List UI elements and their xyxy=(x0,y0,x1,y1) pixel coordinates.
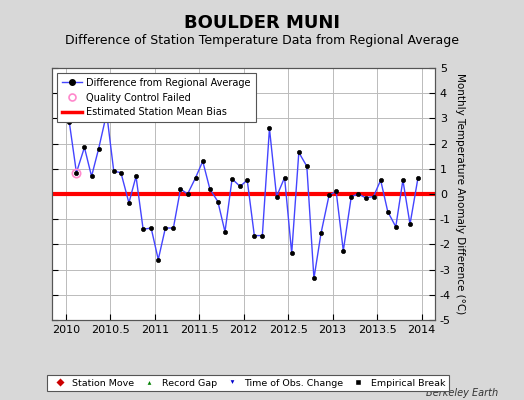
Difference from Regional Average xyxy=(200,159,206,164)
Difference from Regional Average xyxy=(311,276,317,281)
Difference from Regional Average xyxy=(104,111,110,116)
Legend: Station Move, Record Gap, Time of Obs. Change, Empirical Break: Station Move, Record Gap, Time of Obs. C… xyxy=(47,375,449,391)
Difference from Regional Average xyxy=(237,184,243,189)
Difference from Regional Average xyxy=(95,146,102,151)
Difference from Regional Average xyxy=(222,230,228,234)
Difference from Regional Average xyxy=(177,186,183,191)
Difference from Regional Average xyxy=(89,174,95,179)
Difference from Regional Average xyxy=(229,176,235,181)
Difference from Regional Average xyxy=(370,194,377,199)
Difference from Regional Average xyxy=(415,175,421,180)
Difference from Regional Average xyxy=(244,178,250,182)
Difference from Regional Average xyxy=(407,222,413,227)
Text: Difference of Station Temperature Data from Regional Average: Difference of Station Temperature Data f… xyxy=(65,34,459,47)
Difference from Regional Average xyxy=(251,233,257,238)
Difference from Regional Average xyxy=(377,178,384,182)
Difference from Regional Average xyxy=(333,189,340,194)
Difference from Regional Average xyxy=(392,224,399,229)
Difference from Regional Average xyxy=(148,226,154,230)
Difference from Regional Average xyxy=(170,226,177,230)
Difference from Regional Average xyxy=(318,231,324,236)
Difference from Regional Average xyxy=(304,164,310,169)
Difference from Regional Average xyxy=(206,186,213,191)
Difference from Regional Average xyxy=(133,174,139,179)
Difference from Regional Average xyxy=(162,226,169,230)
Difference from Regional Average xyxy=(274,194,280,199)
Difference from Regional Average xyxy=(326,193,332,198)
Difference from Regional Average xyxy=(348,194,354,199)
Difference from Regional Average xyxy=(400,178,406,182)
Difference from Regional Average xyxy=(281,175,288,180)
Difference from Regional Average xyxy=(296,150,302,155)
Difference from Regional Average xyxy=(140,227,146,232)
Difference from Regional Average xyxy=(266,126,272,131)
Difference from Regional Average xyxy=(340,248,346,253)
Difference from Regional Average xyxy=(215,199,221,204)
Difference from Regional Average xyxy=(66,120,72,124)
Difference from Regional Average xyxy=(385,209,391,214)
Difference from Regional Average xyxy=(111,169,117,174)
Difference from Regional Average xyxy=(126,200,132,205)
Difference from Regional Average xyxy=(118,170,124,175)
Text: Berkeley Earth: Berkeley Earth xyxy=(425,388,498,398)
Difference from Regional Average xyxy=(363,195,369,200)
Difference from Regional Average xyxy=(259,233,266,238)
Line: Difference from Regional Average: Difference from Regional Average xyxy=(67,111,420,280)
Difference from Regional Average xyxy=(155,257,161,262)
Difference from Regional Average xyxy=(184,192,191,196)
Text: BOULDER MUNI: BOULDER MUNI xyxy=(184,14,340,32)
Difference from Regional Average xyxy=(73,170,80,175)
Difference from Regional Average xyxy=(289,251,295,256)
Y-axis label: Monthly Temperature Anomaly Difference (°C): Monthly Temperature Anomaly Difference (… xyxy=(455,73,465,315)
Difference from Regional Average xyxy=(355,192,362,196)
Difference from Regional Average xyxy=(192,175,199,180)
Legend: Difference from Regional Average, Quality Control Failed, Estimated Station Mean: Difference from Regional Average, Qualit… xyxy=(57,73,256,122)
Difference from Regional Average xyxy=(81,145,88,150)
